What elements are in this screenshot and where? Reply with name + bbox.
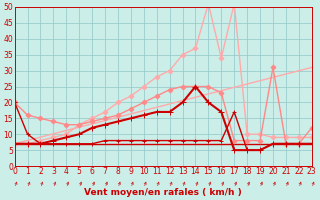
X-axis label: Vent moyen/en rafales ( km/h ): Vent moyen/en rafales ( km/h ) [84,188,242,197]
